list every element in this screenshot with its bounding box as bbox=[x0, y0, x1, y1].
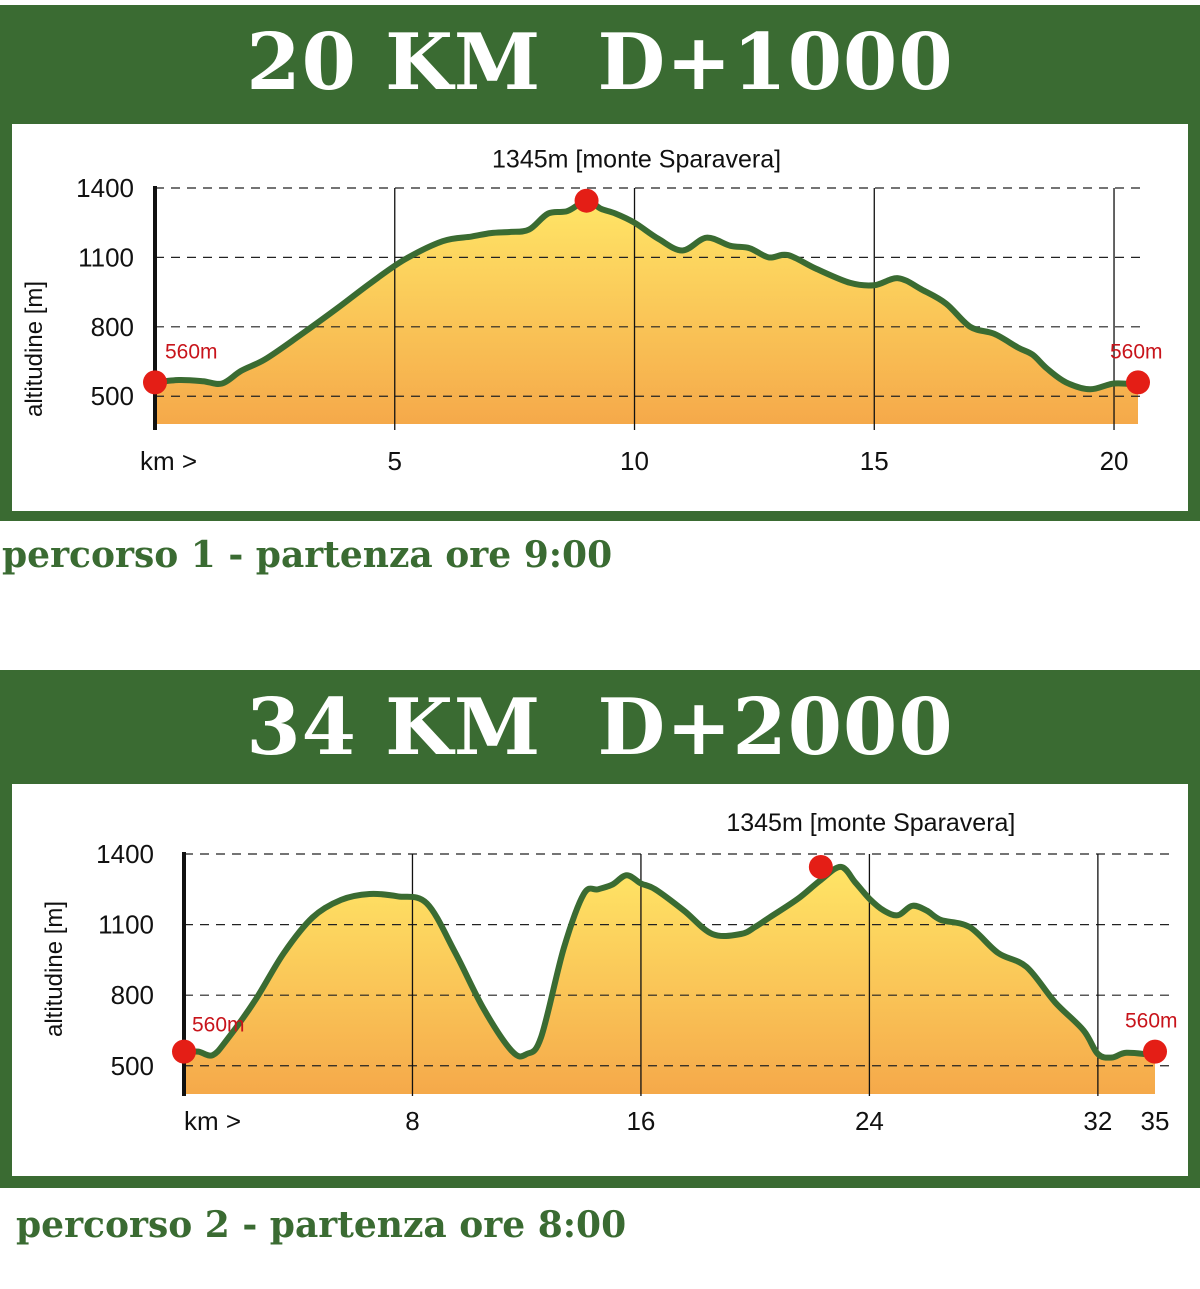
elevation-line bbox=[181, 863, 1158, 1061]
peak-label: 1345m [monte Sparavera] bbox=[726, 809, 1015, 837]
x-axis-label: km > bbox=[184, 1106, 241, 1136]
waypoint-marker bbox=[1126, 370, 1150, 395]
x-tick-label: 15 bbox=[860, 446, 889, 476]
altitude-label: 560m bbox=[165, 340, 218, 363]
route-1-header: 20 KM D+1000 bbox=[0, 5, 1200, 119]
y-tick-label: 1400 bbox=[96, 839, 154, 869]
x-tick-label: 35 bbox=[1141, 1106, 1170, 1136]
route-1-subtitle: percorso 1 - partenza ore 9:00 bbox=[2, 534, 613, 576]
peak-label: 1345m [monte Sparavera] bbox=[492, 146, 781, 174]
waypoint-marker bbox=[808, 854, 833, 879]
waypoint-marker bbox=[172, 1039, 196, 1064]
altitude-label: 560m bbox=[1125, 1010, 1178, 1033]
route-2-title: 34 KM D+2000 bbox=[246, 681, 954, 773]
y-tick-label: 500 bbox=[91, 381, 134, 411]
waypoint-marker bbox=[1143, 1039, 1167, 1064]
route-2-elevation-chart: 500 800 1100 1400 km > 8 16 24 32 35 altitudine [m… bbox=[41, 809, 1178, 1136]
altitude-label: 560m bbox=[1110, 340, 1163, 363]
x-tick-label: 32 bbox=[1083, 1106, 1112, 1136]
x-axis-label: km > bbox=[140, 446, 197, 476]
waypoint-marker bbox=[574, 188, 599, 213]
x-tick-label: 10 bbox=[620, 446, 649, 476]
y-tick-label: 1400 bbox=[76, 173, 134, 203]
route-1-title: 20 KM D+1000 bbox=[246, 16, 954, 108]
elevation-area bbox=[184, 866, 1155, 1094]
route-1-card: 20 KM D+1000 500 800 1100 1400 km > 5 10 15 20 al… bbox=[0, 5, 1200, 521]
x-tick-label: 20 bbox=[1100, 446, 1129, 476]
y-tick-label: 1100 bbox=[98, 910, 154, 940]
y-tick-label: 800 bbox=[111, 980, 154, 1010]
x-tick-label: 24 bbox=[855, 1106, 884, 1136]
route-2-subtitle: percorso 2 - partenza ore 8:00 bbox=[16, 1204, 627, 1246]
y-tick-label: 500 bbox=[111, 1051, 154, 1081]
route-1-chart-panel: 500 800 1100 1400 km > 5 10 15 20 altitudine [m] 5… bbox=[12, 124, 1188, 511]
waypoint-marker bbox=[143, 370, 167, 395]
route-2-chart-panel: 500 800 1100 1400 km > 8 16 24 32 35 altitudine [m… bbox=[12, 784, 1188, 1176]
elevation-area bbox=[155, 200, 1138, 424]
y-axis-label: altitudine [m] bbox=[21, 281, 48, 417]
y-axis-label: altitudine [m] bbox=[41, 901, 68, 1037]
route-2-header: 34 KM D+2000 bbox=[0, 670, 1200, 784]
y-tick-label: 1100 bbox=[78, 242, 134, 272]
x-tick-label: 5 bbox=[388, 446, 402, 476]
x-tick-label: 16 bbox=[626, 1106, 655, 1136]
y-tick-label: 800 bbox=[91, 312, 134, 342]
altitude-label: 560m bbox=[192, 1014, 245, 1037]
route-1-elevation-chart: 500 800 1100 1400 km > 5 10 15 20 altitudine [m] 5… bbox=[21, 146, 1163, 476]
x-tick-label: 8 bbox=[405, 1106, 419, 1136]
elevation-line bbox=[152, 197, 1141, 393]
route-2-card: 34 KM D+2000 500 800 1100 1400 km > 8 16 24 32 35… bbox=[0, 670, 1200, 1188]
